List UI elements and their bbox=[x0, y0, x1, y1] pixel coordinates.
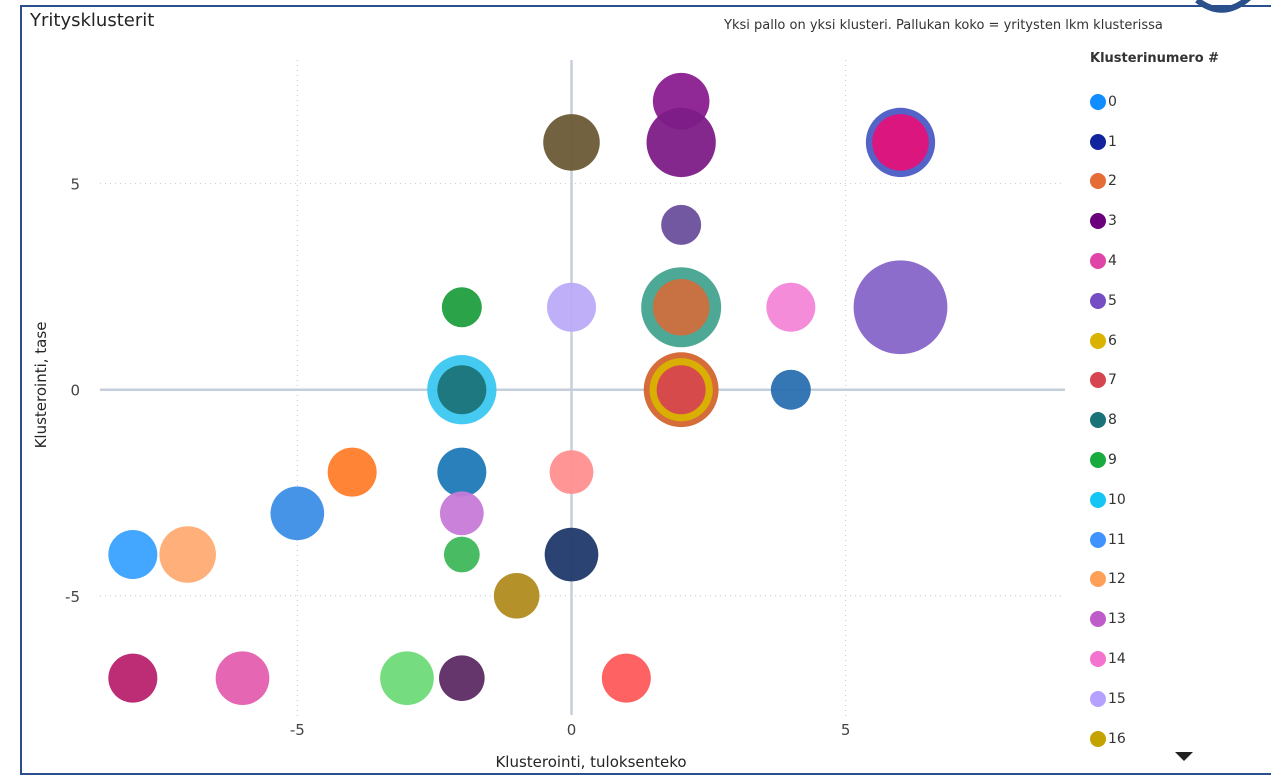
data-bubble[interactable] bbox=[656, 365, 706, 415]
x-axis-title: Klusterointi, tuloksenteko bbox=[495, 753, 686, 771]
data-bubble[interactable] bbox=[443, 536, 480, 573]
x-tick-label: 5 bbox=[841, 721, 851, 739]
legend-item[interactable]: 1 bbox=[1090, 122, 1126, 162]
legend-label: 11 bbox=[1108, 531, 1126, 548]
legend-label: 10 bbox=[1108, 491, 1126, 508]
legend-label: 6 bbox=[1108, 332, 1117, 349]
data-bubble[interactable] bbox=[853, 260, 948, 355]
legend-label: 14 bbox=[1108, 651, 1126, 668]
data-bubble[interactable] bbox=[159, 526, 216, 583]
legend-marker bbox=[1090, 253, 1106, 270]
data-bubble[interactable] bbox=[437, 447, 487, 497]
legend-label: 5 bbox=[1108, 292, 1117, 309]
chart-title: Yritysklusterit bbox=[30, 10, 155, 31]
legend-item[interactable]: 9 bbox=[1090, 440, 1126, 480]
y-tick-label: 5 bbox=[70, 176, 80, 194]
legend-label: 1 bbox=[1108, 133, 1117, 150]
legend-item[interactable]: 13 bbox=[1090, 599, 1126, 639]
data-bubble[interactable] bbox=[108, 653, 158, 703]
y-tick-label: 0 bbox=[70, 382, 80, 400]
data-bubble[interactable] bbox=[493, 572, 540, 619]
legend-marker bbox=[1090, 292, 1106, 309]
data-bubble[interactable] bbox=[437, 365, 487, 415]
points-layer[interactable] bbox=[108, 72, 948, 706]
data-bubble[interactable] bbox=[380, 651, 434, 706]
legend-label: 16 bbox=[1108, 730, 1126, 747]
legend-label: 3 bbox=[1108, 213, 1117, 230]
legend-marker bbox=[1090, 651, 1106, 668]
legend-marker bbox=[1090, 213, 1106, 230]
legend-marker bbox=[1090, 93, 1106, 110]
legend-marker bbox=[1090, 133, 1106, 150]
legend-label: 15 bbox=[1108, 690, 1126, 707]
data-bubble[interactable] bbox=[661, 204, 702, 245]
legend-marker bbox=[1090, 730, 1106, 747]
legend-item[interactable]: 15 bbox=[1090, 679, 1126, 719]
legend-item[interactable]: 12 bbox=[1090, 560, 1126, 600]
legend-item[interactable]: 5 bbox=[1090, 281, 1126, 321]
legend-marker bbox=[1090, 571, 1106, 588]
legend-item[interactable]: 3 bbox=[1090, 201, 1126, 241]
data-bubble[interactable] bbox=[327, 447, 377, 497]
chart-subtitle: Yksi pallo on yksi klusteri. Pallukan ko… bbox=[724, 18, 1163, 33]
legend-marker bbox=[1090, 412, 1106, 429]
legend-item[interactable]: 0 bbox=[1090, 82, 1126, 122]
legend-marker bbox=[1090, 531, 1106, 548]
legend-label: 2 bbox=[1108, 173, 1117, 190]
data-bubble[interactable] bbox=[872, 114, 929, 171]
legend-marker bbox=[1090, 332, 1106, 349]
caret-down-icon[interactable] bbox=[1175, 752, 1193, 761]
data-bubble[interactable] bbox=[441, 287, 482, 328]
data-bubble[interactable] bbox=[549, 450, 594, 495]
data-bubble[interactable] bbox=[547, 282, 596, 332]
legend-item[interactable]: 2 bbox=[1090, 162, 1126, 202]
legend-marker bbox=[1090, 372, 1106, 389]
x-tick-label: -5 bbox=[290, 721, 305, 739]
legend-label: 7 bbox=[1108, 372, 1117, 389]
legend-item[interactable]: 8 bbox=[1090, 400, 1126, 440]
data-bubble[interactable] bbox=[544, 527, 599, 582]
legend-item[interactable]: 4 bbox=[1090, 241, 1126, 281]
data-bubble[interactable] bbox=[543, 114, 600, 171]
legend-marker bbox=[1090, 611, 1106, 628]
legend-label: 4 bbox=[1108, 253, 1117, 270]
legend-item[interactable]: 11 bbox=[1090, 520, 1126, 560]
legend-label: 8 bbox=[1108, 412, 1117, 429]
data-bubble[interactable] bbox=[270, 486, 325, 541]
data-bubble[interactable] bbox=[439, 491, 484, 536]
y-tick-label: -5 bbox=[65, 588, 80, 606]
data-bubble[interactable] bbox=[439, 655, 485, 701]
visual-frame bbox=[20, 5, 1271, 775]
legend-item[interactable]: 10 bbox=[1090, 480, 1126, 520]
data-bubble[interactable] bbox=[108, 530, 158, 580]
data-bubble[interactable] bbox=[766, 282, 816, 332]
legend-label: 0 bbox=[1108, 93, 1117, 110]
legend-label: 13 bbox=[1108, 611, 1126, 628]
legend-marker bbox=[1090, 173, 1106, 190]
legend-item[interactable]: 6 bbox=[1090, 321, 1126, 361]
y-axis-title: Klusterointi, tase bbox=[32, 322, 50, 449]
legend-label: 9 bbox=[1108, 452, 1117, 469]
data-bubble[interactable] bbox=[601, 653, 651, 703]
legend: 0 1 2 3 4 5 6 7 8 9 10 11 12 13 14 15 16 bbox=[1090, 82, 1126, 759]
data-bubble[interactable] bbox=[770, 369, 811, 410]
legend-marker bbox=[1090, 491, 1106, 508]
legend-label: 12 bbox=[1108, 571, 1126, 588]
data-bubble[interactable] bbox=[652, 278, 710, 336]
x-tick-label: 0 bbox=[567, 721, 577, 739]
data-bubble[interactable] bbox=[646, 107, 716, 178]
legend-item[interactable]: 16 bbox=[1090, 719, 1126, 759]
legend-title: Klusterinumero # bbox=[1090, 51, 1220, 66]
legend-marker bbox=[1090, 690, 1106, 707]
legend-marker bbox=[1090, 452, 1106, 469]
legend-item[interactable]: 14 bbox=[1090, 639, 1126, 679]
legend-item[interactable]: 7 bbox=[1090, 361, 1126, 401]
focus-mode-corner-icon[interactable] bbox=[1195, 0, 1255, 22]
data-bubble[interactable] bbox=[215, 651, 270, 706]
